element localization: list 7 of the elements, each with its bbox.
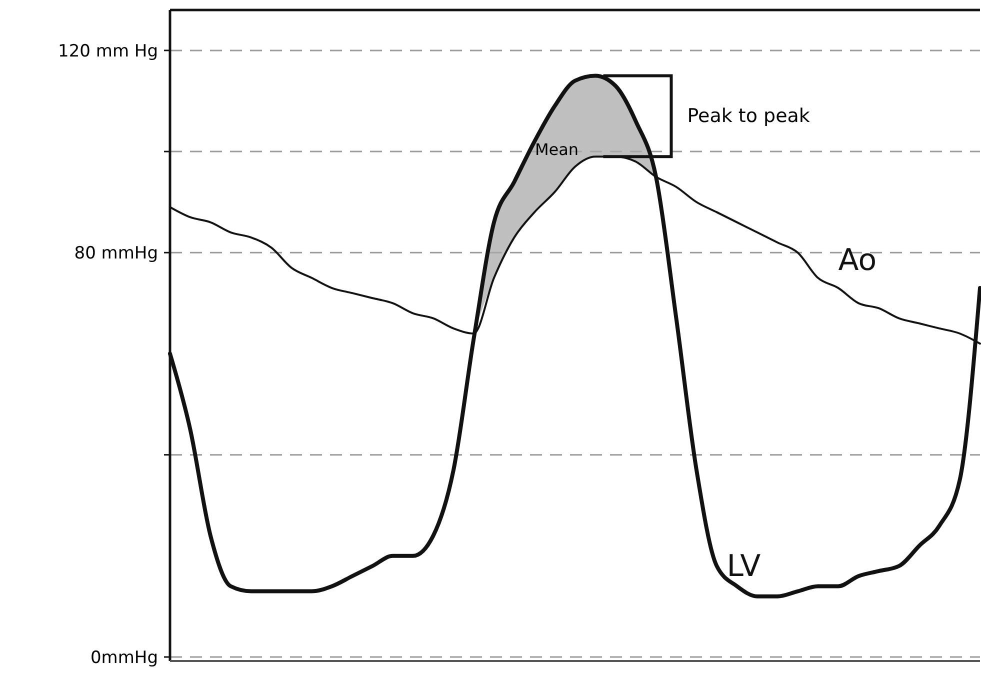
- series-label: Ao: [838, 243, 877, 278]
- y-tick-label: 80 mmHg: [74, 244, 158, 264]
- y-tick-label: 0mmHg: [90, 648, 158, 668]
- y-tick-label: 120 mm Hg: [58, 41, 158, 62]
- annotation: Mean: [534, 140, 579, 160]
- series-label: LV: [726, 549, 762, 584]
- annotation: Peak to peak: [687, 105, 810, 128]
